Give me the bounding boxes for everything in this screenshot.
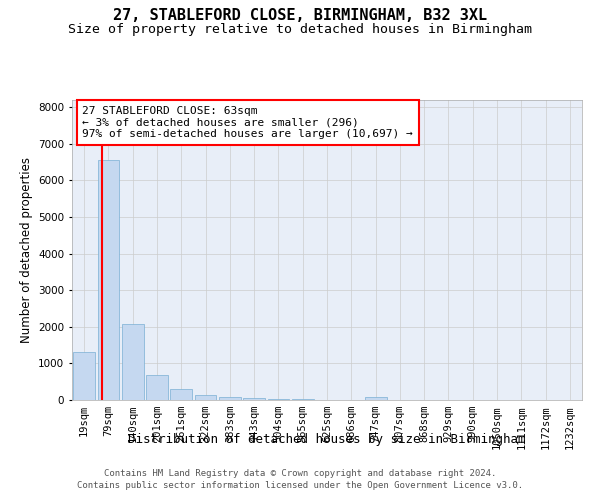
Text: 27, STABLEFORD CLOSE, BIRMINGHAM, B32 3XL: 27, STABLEFORD CLOSE, BIRMINGHAM, B32 3X…: [113, 8, 487, 22]
Text: Distribution of detached houses by size in Birmingham: Distribution of detached houses by size …: [128, 432, 526, 446]
Bar: [73, 352, 95, 400]
Bar: [219, 396, 241, 400]
Bar: [243, 398, 265, 400]
Bar: [97, 160, 119, 400]
Bar: [268, 399, 289, 400]
Bar: [365, 397, 386, 400]
Bar: [194, 395, 217, 400]
Text: Contains public sector information licensed under the Open Government Licence v3: Contains public sector information licen…: [77, 481, 523, 490]
Text: Size of property relative to detached houses in Birmingham: Size of property relative to detached ho…: [68, 22, 532, 36]
Bar: [122, 324, 143, 400]
Y-axis label: Number of detached properties: Number of detached properties: [20, 157, 32, 343]
Text: Contains HM Land Registry data © Crown copyright and database right 2024.: Contains HM Land Registry data © Crown c…: [104, 468, 496, 477]
Bar: [146, 375, 168, 400]
Text: 27 STABLEFORD CLOSE: 63sqm
← 3% of detached houses are smaller (296)
97% of semi: 27 STABLEFORD CLOSE: 63sqm ← 3% of detac…: [82, 106, 413, 139]
Bar: [170, 389, 192, 400]
